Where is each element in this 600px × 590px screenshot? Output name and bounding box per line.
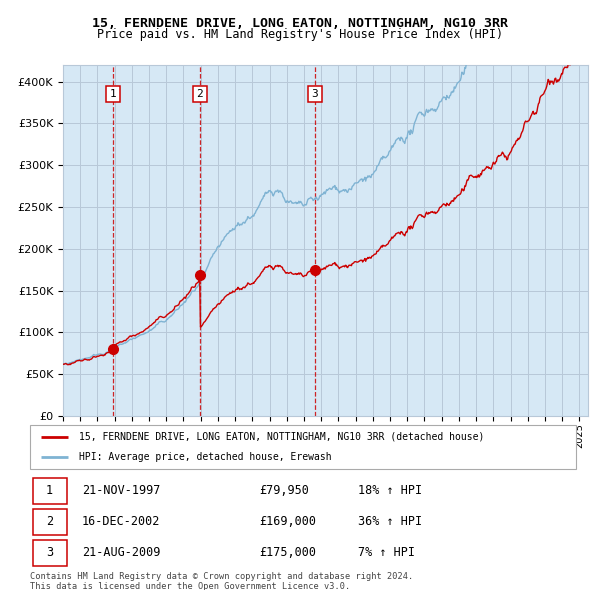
Text: 16-DEC-2002: 16-DEC-2002 (82, 515, 160, 529)
Text: 1: 1 (109, 89, 116, 99)
Text: 18% ↑ HPI: 18% ↑ HPI (358, 484, 422, 497)
Text: Contains HM Land Registry data © Crown copyright and database right 2024.
This d: Contains HM Land Registry data © Crown c… (30, 572, 413, 590)
FancyBboxPatch shape (33, 478, 67, 504)
Text: 3: 3 (46, 546, 53, 559)
Text: 7% ↑ HPI: 7% ↑ HPI (358, 546, 415, 559)
Text: 15, FERNDENE DRIVE, LONG EATON, NOTTINGHAM, NG10 3RR (detached house): 15, FERNDENE DRIVE, LONG EATON, NOTTINGH… (79, 432, 485, 442)
Text: 15, FERNDENE DRIVE, LONG EATON, NOTTINGHAM, NG10 3RR: 15, FERNDENE DRIVE, LONG EATON, NOTTINGH… (92, 17, 508, 30)
Text: 3: 3 (311, 89, 319, 99)
FancyBboxPatch shape (33, 540, 67, 566)
Text: £79,950: £79,950 (259, 484, 309, 497)
Text: £175,000: £175,000 (259, 546, 316, 559)
Text: Price paid vs. HM Land Registry's House Price Index (HPI): Price paid vs. HM Land Registry's House … (97, 28, 503, 41)
Text: 36% ↑ HPI: 36% ↑ HPI (358, 515, 422, 529)
Text: HPI: Average price, detached house, Erewash: HPI: Average price, detached house, Erew… (79, 452, 332, 462)
FancyBboxPatch shape (33, 509, 67, 535)
Text: £169,000: £169,000 (259, 515, 316, 529)
Text: 21-AUG-2009: 21-AUG-2009 (82, 546, 160, 559)
Text: 2: 2 (46, 515, 53, 529)
Text: 1: 1 (46, 484, 53, 497)
Text: 2: 2 (197, 89, 203, 99)
Text: 21-NOV-1997: 21-NOV-1997 (82, 484, 160, 497)
FancyBboxPatch shape (30, 425, 576, 469)
